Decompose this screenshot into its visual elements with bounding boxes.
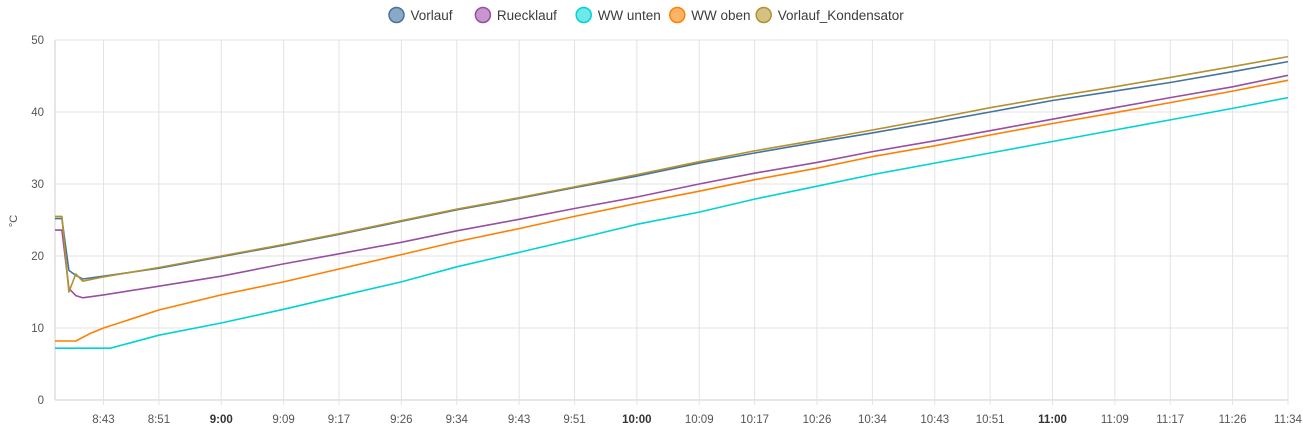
y-tick-label: 50 <box>31 35 44 47</box>
x-tick-label: 8:43 <box>92 414 114 426</box>
legend-marker <box>575 6 592 24</box>
x-tick-label: 11:26 <box>1219 414 1247 426</box>
series-line-vorlauf-kondensator <box>55 55 1289 293</box>
y-tick-label: 10 <box>31 323 44 335</box>
x-tick-label: 10:17 <box>740 414 769 426</box>
x-tick-label: 10:51 <box>976 414 1005 426</box>
x-tick-label: 11:17 <box>1156 414 1184 426</box>
y-axis: 0 10 20 30 40 50 <box>31 35 44 407</box>
series-line-ruecklauf <box>55 74 1289 299</box>
series-line-ww unten <box>55 96 1289 350</box>
x-tick-label: 10:43 <box>920 414 949 426</box>
x-tick-label: 9:09 <box>272 414 294 426</box>
x-tick-label: 10:00 <box>622 414 651 426</box>
x-tick-label: 9:26 <box>390 414 412 426</box>
x-tick-label: 9:51 <box>563 414 585 426</box>
legend-label: WW unten <box>598 8 661 23</box>
x-tick-label: 10:34 <box>858 414 887 426</box>
x-tick-label: 9:43 <box>508 414 530 426</box>
legend-label: Ruecklauf <box>497 8 557 23</box>
series-line-ww oben <box>55 79 1289 342</box>
legend-marker <box>669 6 686 24</box>
legend-item-vorlauf[interactable]: Vorlauf <box>388 6 453 24</box>
y-axis-label: °C <box>8 215 20 227</box>
x-tick-label: 9:17 <box>328 414 350 426</box>
legend-label: Vorlauf_Kondensator <box>778 8 905 23</box>
legend-marker <box>755 6 772 24</box>
y-tick-label: 30 <box>31 179 44 191</box>
chart-grid <box>54 39 1289 405</box>
x-tick-label: 10:26 <box>803 414 832 426</box>
chart-series <box>55 55 1289 350</box>
x-tick-label: 10:09 <box>685 414 714 426</box>
x-tick-label: 11:00 <box>1038 414 1067 426</box>
legend-marker <box>388 6 405 24</box>
x-axis: 8:43 8:51 9:00 9:09 9:17 9:26 9:34 9:43 9:51 10:0… <box>92 414 1302 426</box>
x-tick-label: 8:51 <box>148 414 170 426</box>
chart-legend: Vorlauf Ruecklauf WW unten WW oben Vorlauf_K… <box>388 6 905 24</box>
legend-item-vorlauf-kondensator[interactable]: Vorlauf_Kondensator <box>755 6 905 24</box>
y-tick-label: 40 <box>31 107 44 119</box>
legend-item-ww oben[interactable]: WW oben <box>669 6 751 24</box>
y-tick-label: 0 <box>38 395 44 407</box>
x-tick-label: 9:00 <box>210 414 233 426</box>
legend-item-ruecklauf[interactable]: Ruecklauf <box>474 6 557 24</box>
x-tick-label: 9:34 <box>446 414 469 426</box>
series-line-vorlauf <box>55 60 1289 280</box>
x-tick-label: 11:34 <box>1274 414 1303 426</box>
legend-item-ww unten[interactable]: WW unten <box>575 6 661 24</box>
y-tick-label: 20 <box>31 251 44 263</box>
legend-marker <box>474 6 492 24</box>
legend-label: WW oben <box>691 8 750 23</box>
legend-label: Vorlauf <box>411 8 453 23</box>
x-tick-label: 11:09 <box>1101 414 1129 426</box>
